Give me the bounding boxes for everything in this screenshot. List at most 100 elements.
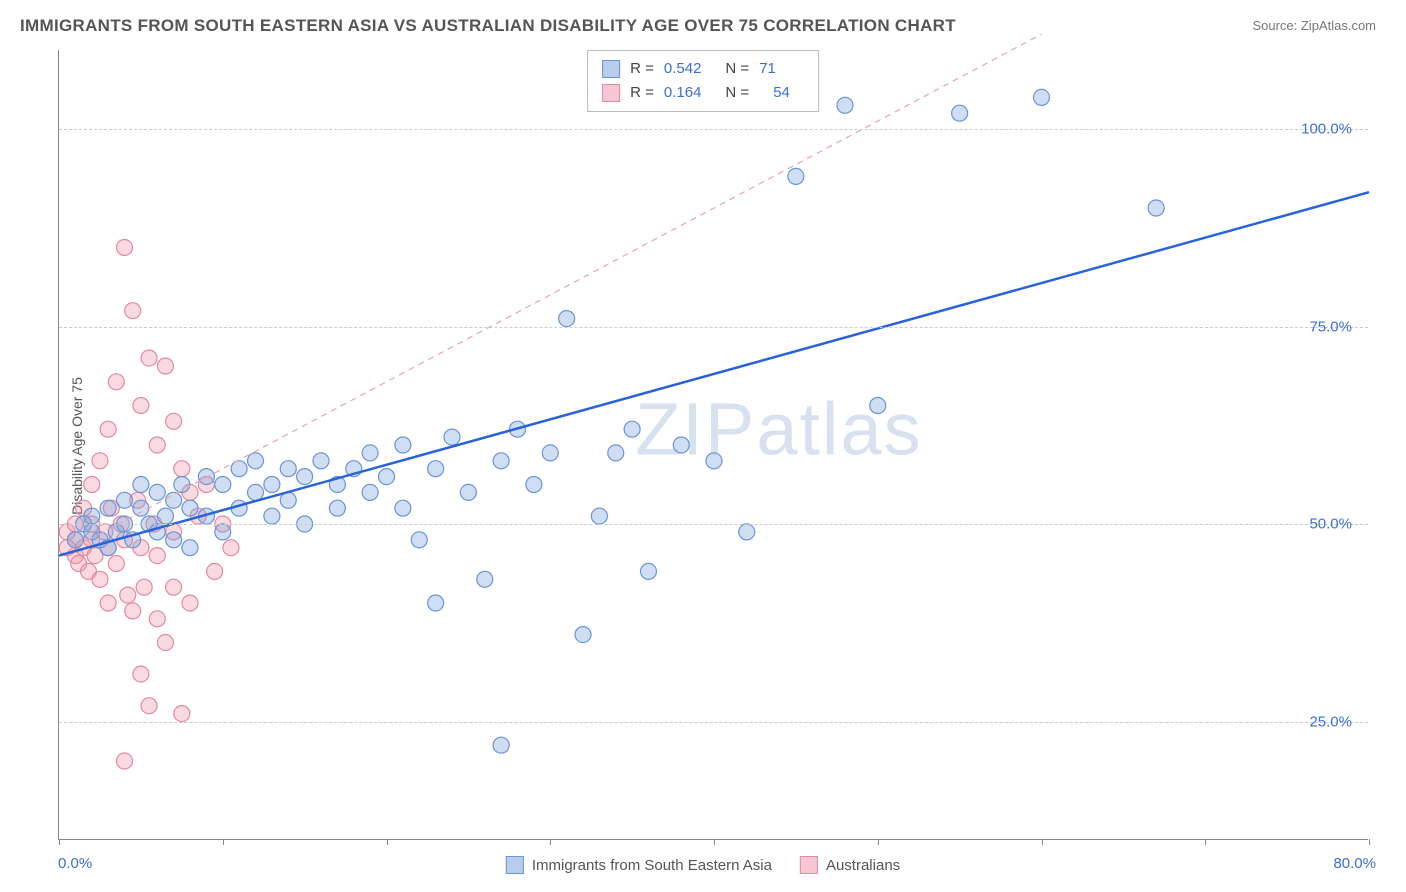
data-point [362, 445, 378, 461]
n-label: N = [725, 57, 749, 81]
r-label: R = [630, 81, 654, 105]
n-value-1: 71 [759, 57, 776, 81]
r-value-1: 0.542 [664, 57, 702, 81]
data-point [952, 105, 968, 121]
data-point [84, 508, 100, 524]
x-axis-max-label: 80.0% [1333, 855, 1376, 872]
data-point [264, 508, 280, 524]
n-value-2: 54 [773, 81, 790, 105]
data-point [411, 532, 427, 548]
data-point [174, 706, 190, 722]
data-point [198, 469, 214, 485]
x-tick [59, 839, 60, 845]
data-point [428, 595, 444, 611]
data-point [120, 587, 136, 603]
data-point [215, 477, 231, 493]
data-point [92, 571, 108, 587]
gridline [59, 524, 1368, 525]
data-point [493, 453, 509, 469]
x-tick [714, 839, 715, 845]
y-tick-label: 50.0% [1309, 516, 1352, 533]
data-point [133, 477, 149, 493]
data-point [100, 500, 116, 516]
data-point [379, 469, 395, 485]
data-point [395, 500, 411, 516]
data-point [141, 350, 157, 366]
data-point [608, 445, 624, 461]
data-point [117, 492, 133, 508]
data-point [141, 698, 157, 714]
bottom-legend: Immigrants from South Eastern Asia Austr… [506, 856, 900, 874]
data-point [174, 461, 190, 477]
data-point [67, 532, 83, 548]
x-tick [223, 839, 224, 845]
data-point [788, 168, 804, 184]
data-point [248, 453, 264, 469]
data-point [559, 311, 575, 327]
data-point [157, 635, 173, 651]
data-point [149, 437, 165, 453]
y-tick-label: 100.0% [1301, 121, 1352, 138]
n-label: N = [725, 81, 749, 105]
data-point [575, 627, 591, 643]
data-point [133, 398, 149, 414]
data-point [125, 303, 141, 319]
swatch-icon [506, 856, 524, 874]
data-point [108, 374, 124, 390]
x-tick [387, 839, 388, 845]
data-point [248, 484, 264, 500]
data-point [428, 461, 444, 477]
data-point [493, 737, 509, 753]
data-point [526, 477, 542, 493]
data-point [166, 492, 182, 508]
regression-line [59, 192, 1369, 555]
data-point [166, 579, 182, 595]
data-point [223, 540, 239, 556]
gridline [59, 129, 1368, 130]
data-point [280, 461, 296, 477]
data-point [182, 595, 198, 611]
data-point [706, 453, 722, 469]
legend-label-1: Immigrants from South Eastern Asia [532, 857, 772, 874]
gridline [59, 327, 1368, 328]
legend-row-series2: R = 0.164 N = 54 [602, 81, 804, 105]
data-point [591, 508, 607, 524]
swatch-icon [800, 856, 818, 874]
legend-row-series1: R = 0.542 N = 71 [602, 57, 804, 81]
data-point [1148, 200, 1164, 216]
data-point [624, 421, 640, 437]
data-point [157, 358, 173, 374]
data-point [166, 532, 182, 548]
data-point [739, 524, 755, 540]
data-point [207, 563, 223, 579]
r-value-2: 0.164 [664, 81, 702, 105]
gridline [59, 722, 1368, 723]
r-label: R = [630, 57, 654, 81]
data-point [166, 413, 182, 429]
data-point [460, 484, 476, 500]
data-point [149, 548, 165, 564]
data-point [641, 563, 657, 579]
data-point [313, 453, 329, 469]
swatch-series1 [602, 60, 620, 78]
data-point [182, 500, 198, 516]
x-tick [550, 839, 551, 845]
source-label: Source: ZipAtlas.com [1252, 18, 1376, 33]
data-point [837, 97, 853, 113]
x-tick [1042, 839, 1043, 845]
chart-title: IMMIGRANTS FROM SOUTH EASTERN ASIA VS AU… [20, 16, 956, 36]
data-point [673, 437, 689, 453]
data-point [149, 611, 165, 627]
data-point [1034, 89, 1050, 105]
data-point [182, 540, 198, 556]
data-point [133, 500, 149, 516]
data-point [133, 666, 149, 682]
x-tick [1205, 839, 1206, 845]
data-point [231, 461, 247, 477]
data-point [125, 603, 141, 619]
x-tick [1369, 839, 1370, 845]
legend-label-2: Australians [826, 857, 900, 874]
data-point [108, 556, 124, 572]
data-point [477, 571, 493, 587]
data-point [542, 445, 558, 461]
